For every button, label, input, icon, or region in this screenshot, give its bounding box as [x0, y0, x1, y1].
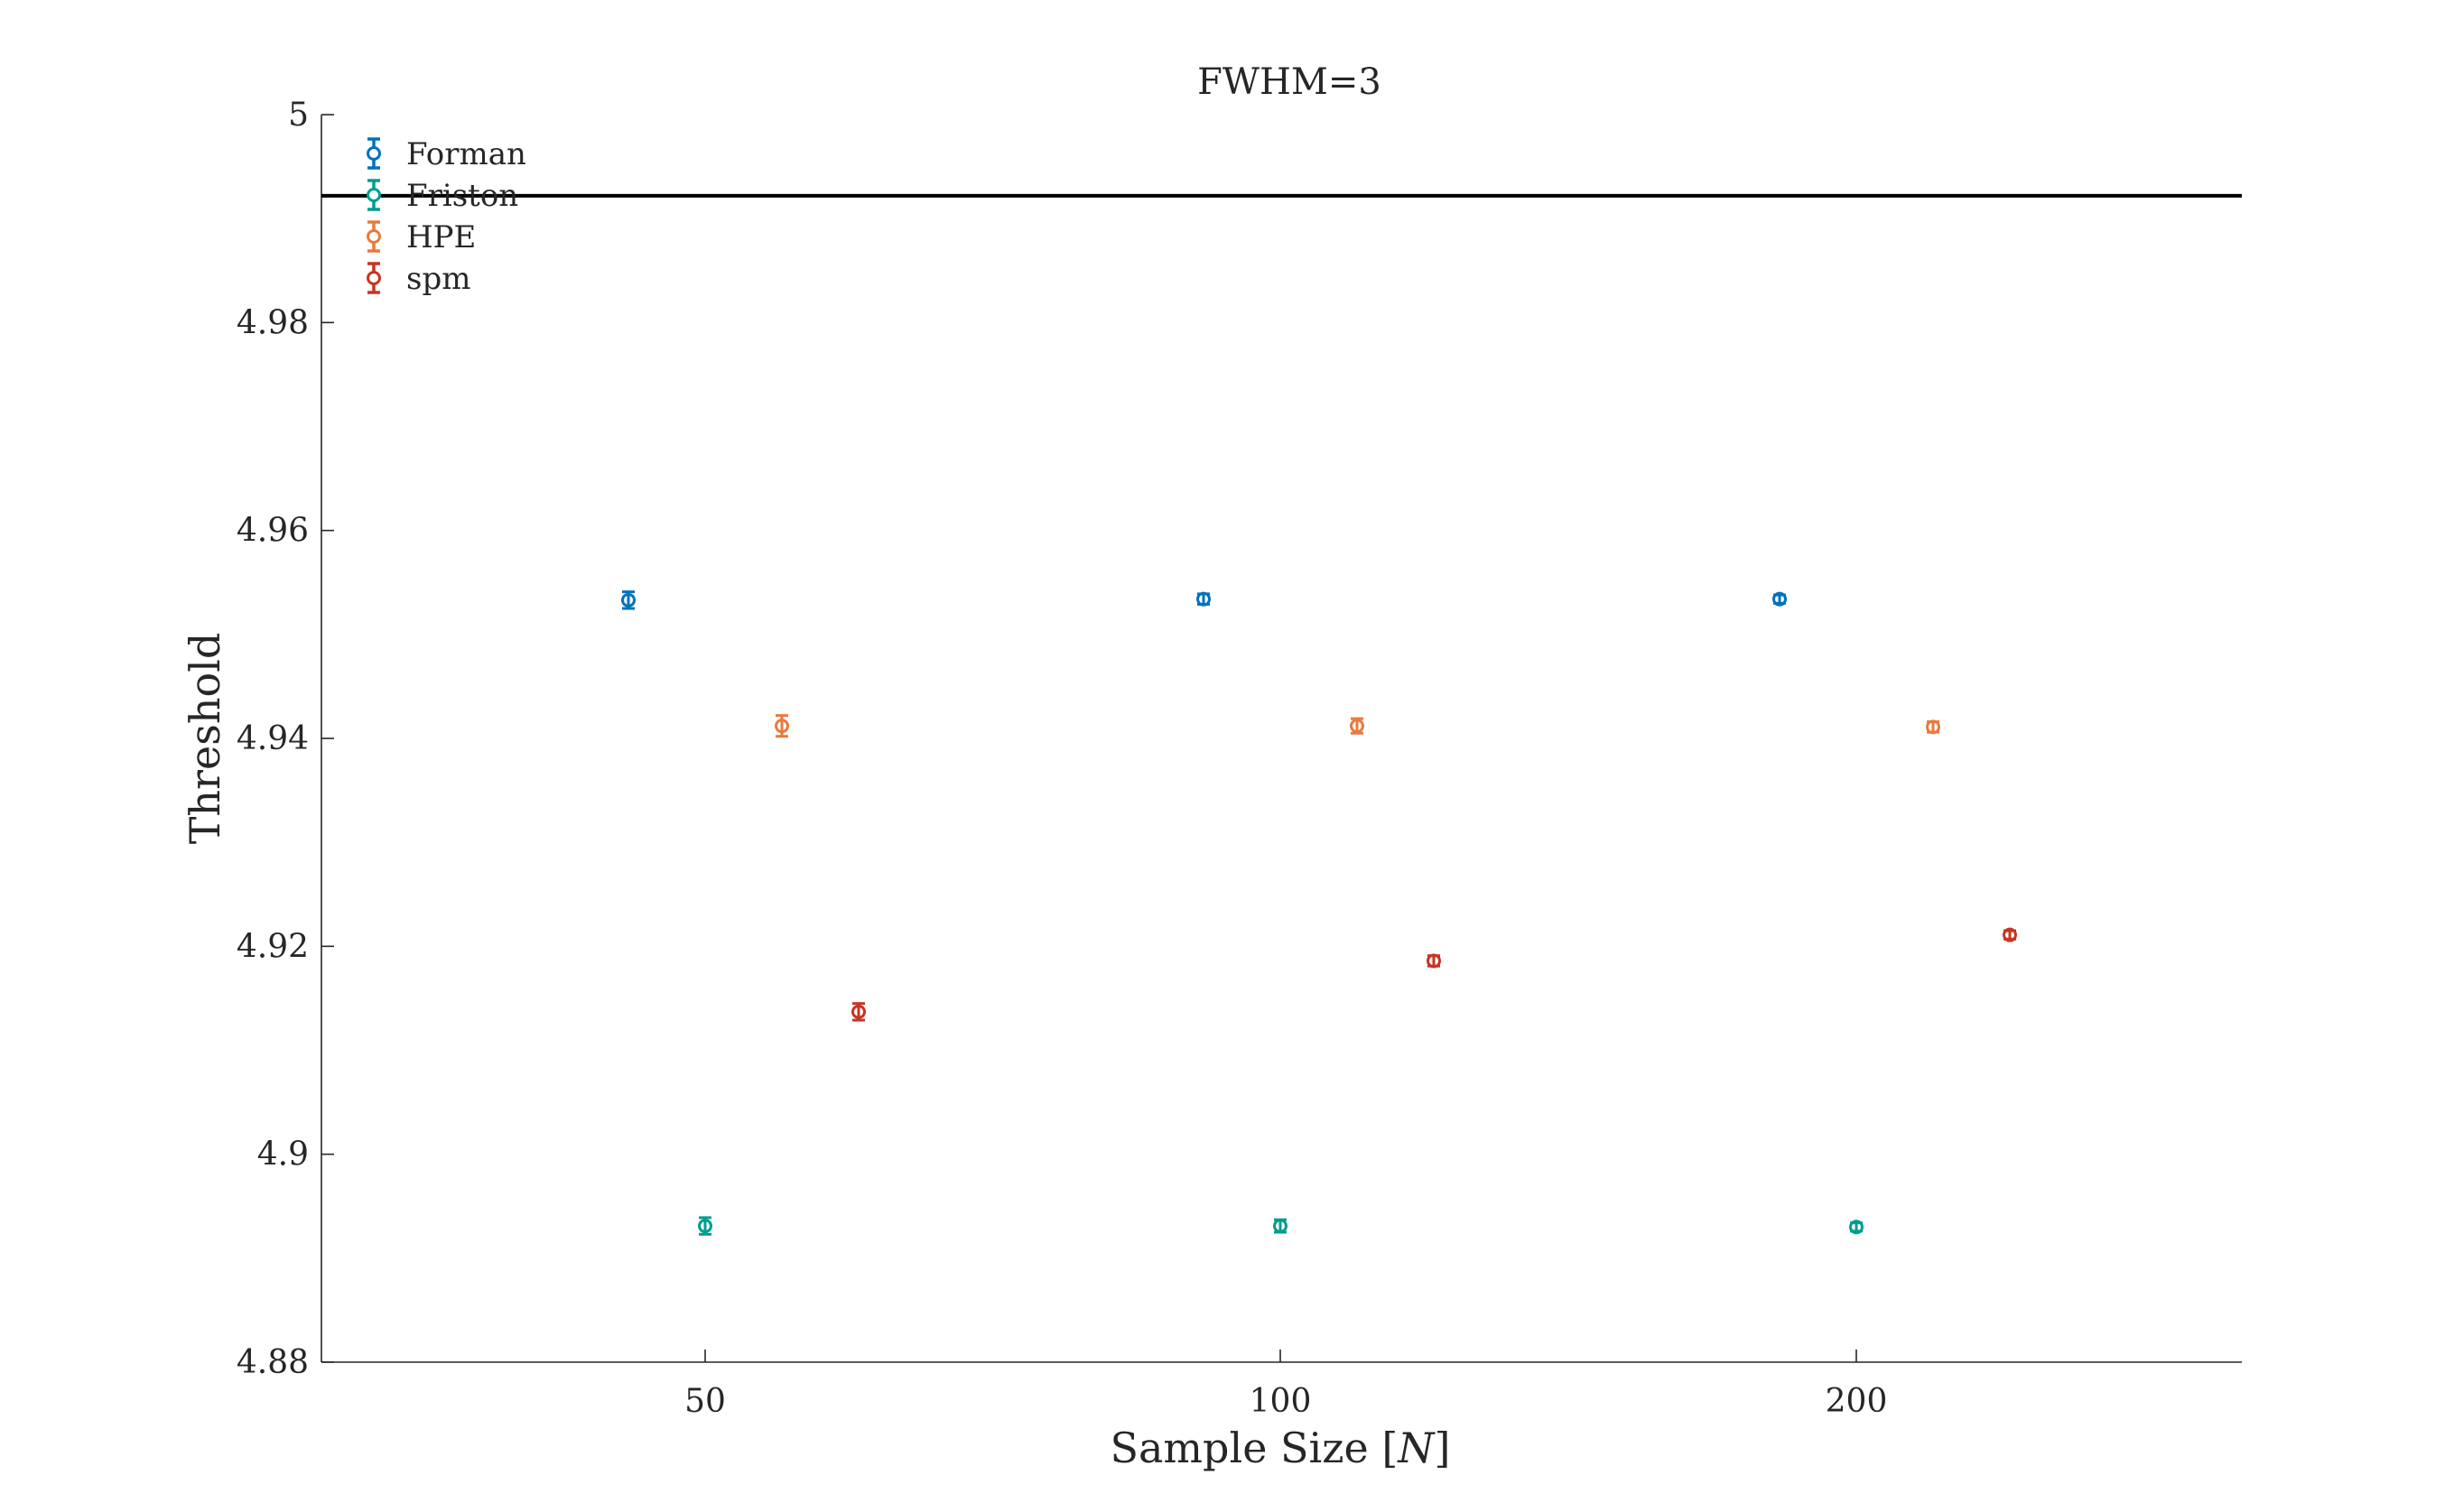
x-axis-label-variable: N [1397, 1424, 1436, 1472]
data-point [621, 592, 636, 608]
chart-title: FWHM=3 [1197, 61, 1381, 103]
x-tick-label: 50 [684, 1383, 726, 1420]
data-point [1772, 591, 1787, 607]
y-tick-label: 4.94 [237, 720, 309, 757]
data-point [851, 1004, 866, 1019]
data-point [1350, 719, 1364, 734]
x-axis-label: Sample Size [N] [1110, 1424, 1450, 1472]
x-tick-label: 100 [1250, 1383, 1312, 1420]
legend-marker [367, 188, 381, 202]
data-point [1273, 1219, 1288, 1234]
x-axis-label-end: ] [1435, 1424, 1451, 1472]
data-points [621, 590, 2017, 1236]
data-point [775, 719, 789, 734]
legend-label: Forman [406, 136, 526, 172]
data-point [698, 1219, 712, 1234]
legend-marker [367, 229, 381, 244]
x-ticks: 50 100 200 [684, 1350, 1887, 1420]
legend-label: Friston [406, 178, 518, 214]
y-tick-label: 4.98 [237, 304, 309, 341]
data-point [2003, 927, 2017, 942]
y-tick-label: 4.9 [257, 1136, 309, 1173]
data-point [1196, 591, 1211, 607]
legend-marker [367, 146, 381, 161]
data-point [1926, 719, 1940, 735]
legend: Forman Friston HPE spm [367, 136, 526, 297]
y-tick-label: 4.92 [237, 928, 309, 965]
x-axis-label-text: Sample Size [ [1110, 1424, 1398, 1472]
data-point [1427, 953, 1441, 969]
y-ticks: 4.88 4.9 4.92 4.94 4.96 4.98 5 [237, 97, 334, 1381]
legend-label: spm [406, 261, 470, 297]
y-axis-label: Threshold [181, 633, 229, 845]
legend-label: HPE [406, 219, 476, 255]
legend-marker [367, 271, 381, 285]
data-point [1849, 1220, 1864, 1235]
x-tick-label: 200 [1826, 1383, 1888, 1420]
y-tick-label: 4.88 [237, 1344, 309, 1381]
y-tick-label: 5 [288, 97, 309, 134]
y-tick-label: 4.96 [237, 513, 309, 550]
